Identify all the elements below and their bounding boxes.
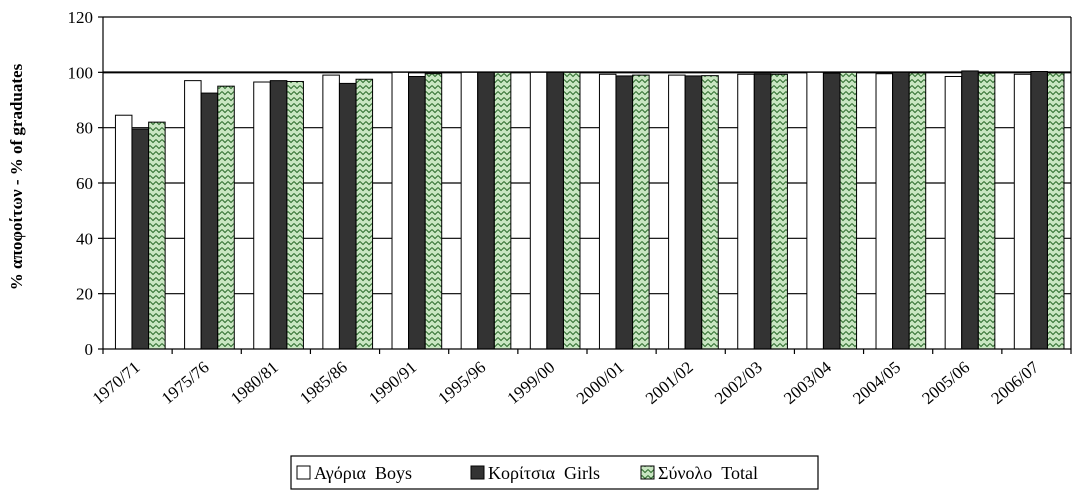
y-tick-label: 100	[68, 63, 94, 82]
bar-girls	[546, 71, 564, 350]
bar-total	[562, 71, 581, 350]
y-tick-labels: 0 20 40 60 80 100 120	[68, 8, 94, 359]
bar-girls	[892, 71, 910, 350]
bar-girls	[753, 73, 772, 350]
bar-boys	[1013, 73, 1032, 350]
bar-boys	[737, 73, 755, 350]
y-tick-label: 0	[85, 340, 94, 359]
x-tick-label: 2006/07	[988, 357, 1043, 408]
bar-total	[217, 85, 235, 350]
y-tick-label: 80	[76, 119, 93, 138]
bar-boys	[598, 73, 617, 350]
bar-girls	[961, 70, 979, 350]
x-tick-label: 1970/71	[89, 358, 144, 408]
bar-total	[148, 121, 166, 350]
x-tick-label: 1995/96	[434, 358, 489, 408]
bar-total	[424, 73, 443, 350]
bar-total	[977, 72, 996, 350]
bar-total	[286, 80, 304, 350]
x-tick-label: 2000/01	[573, 358, 628, 408]
x-tick-label: 2005/06	[918, 358, 973, 408]
y-tick-label: 40	[76, 229, 93, 248]
x-tick-label: 1985/86	[296, 358, 351, 408]
bar-girls	[131, 128, 150, 350]
bar-boys	[875, 73, 894, 350]
bar-boys	[806, 71, 824, 350]
x-tick-labels: 1970/71 1975/76 1980/81 1985/86 1990/91 1995/…	[89, 357, 1043, 408]
bar-girls	[408, 75, 426, 350]
bar-girls	[269, 80, 288, 350]
x-tick-label: 2002/03	[711, 358, 766, 408]
x-tick-label: 2004/05	[849, 358, 904, 408]
legend-swatch	[470, 465, 485, 480]
bar-girls	[615, 75, 634, 350]
legend-swatch	[640, 465, 655, 480]
legend: Αγόρια Boys Κορίτσια Girls Σύνολο Total	[290, 455, 819, 490]
legend-swatch	[296, 465, 311, 480]
y-tick-label: 120	[68, 8, 94, 27]
bar-boys	[253, 81, 271, 350]
bar-total	[770, 73, 788, 350]
bar-boys	[322, 74, 340, 350]
bar-total	[908, 72, 927, 350]
bar-boys	[184, 80, 202, 350]
bar-boys	[944, 75, 963, 350]
bar-girls	[338, 82, 357, 350]
x-tick-label: 1975/76	[158, 358, 213, 408]
bar-total	[632, 74, 650, 350]
legend-label: Κορίτσια Girls	[488, 463, 600, 483]
bar-total	[701, 75, 719, 350]
bar-boys	[114, 114, 133, 350]
legend-box	[290, 455, 819, 490]
bar-total	[1046, 72, 1065, 350]
bar-boys	[529, 71, 548, 350]
bar-boys	[668, 74, 686, 350]
axes	[98, 16, 1072, 354]
bar-total	[493, 71, 512, 350]
x-tick-label: 1999/00	[504, 358, 559, 408]
bar-girls	[200, 92, 219, 350]
bar-boys	[460, 71, 479, 350]
x-tick-label: 2001/02	[642, 358, 697, 408]
bar-total	[355, 78, 374, 350]
bar-girls	[477, 71, 495, 350]
bars	[114, 70, 1065, 350]
bar-girls	[1030, 71, 1048, 350]
x-tick-label: 1990/91	[365, 358, 420, 408]
bar-girls	[822, 72, 841, 350]
x-tick-label: 2003/04	[780, 357, 835, 408]
bar-total	[839, 71, 858, 350]
y-axis-label: % αποφοίτων - % of graduates	[7, 63, 26, 290]
legend-label: Σύνολο Total	[658, 463, 758, 483]
y-tick-label: 20	[76, 285, 93, 304]
y-tick-label: 60	[76, 174, 93, 193]
bar-boys	[391, 71, 410, 350]
bar-girls	[684, 75, 703, 350]
x-tick-label: 1980/81	[227, 358, 282, 408]
legend-label: Αγόρια Boys	[314, 463, 412, 483]
